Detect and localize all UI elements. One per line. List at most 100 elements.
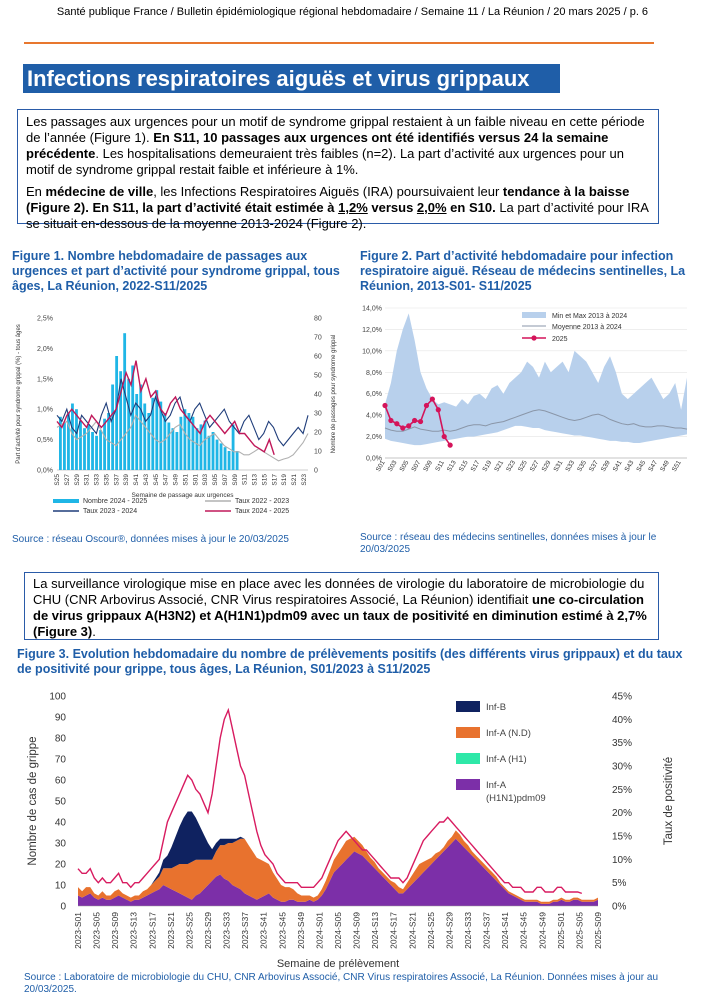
y-axis-title: Nombre de cas de grippe [27, 736, 39, 865]
x-tick-label: 2024-S09 [352, 912, 362, 949]
x-tick-label: S49 [173, 474, 180, 486]
virology-box: La surveillance virologique mise en plac… [24, 572, 659, 640]
bar [151, 397, 155, 470]
x-tick-label: S13 [446, 459, 458, 473]
bar [67, 413, 70, 470]
bar [199, 424, 203, 470]
x-tick-label: S39 [123, 474, 130, 486]
legend-label: Min et Max 2013 à 2024 [552, 313, 627, 320]
y2-tick-label: 80 [314, 316, 322, 323]
legend-swatch [53, 499, 79, 503]
bar [227, 451, 231, 470]
x-tick-label: 2024-S33 [463, 912, 473, 949]
x-tick-label: S09 [232, 474, 239, 486]
y-tick-label: 2,0% [37, 346, 53, 353]
x-tick-label: S19 [281, 474, 288, 486]
bar [155, 390, 159, 470]
legend-label: Taux 2022 - 2023 [235, 498, 289, 505]
data-point [406, 423, 412, 429]
data-point [417, 418, 424, 425]
figure1-source: Source : réseau Oscour®, données mises à… [12, 534, 289, 545]
text-run: médecine de ville [45, 184, 154, 199]
figure2-chart: 0,0%2,0%4,0%6,0%8,0%10,0%12,0%14,0%S01 S0… [362, 306, 688, 473]
x-tick-label: 2023-S29 [203, 912, 213, 949]
y2-tick-label: 0% [612, 902, 627, 913]
x-tick-label: S51 [671, 459, 683, 473]
figure3-chart: 0 10 20 30 40 50 60 70 80 90 100 0% 5% 10% 15% 20% 25% 30… [27, 692, 675, 971]
x-tick-label: S05 [399, 459, 411, 473]
x-tick-label: 2023-S09 [110, 912, 120, 949]
y-tick-label: 60 [55, 776, 67, 787]
legend-label: Taux 2024 - 2025 [235, 508, 289, 515]
y-tick-label: 40 [55, 818, 67, 829]
x-tick-label: S29 [541, 459, 553, 473]
text-run: . [92, 624, 96, 639]
bar [119, 371, 123, 470]
y2-tick-label: 45% [612, 692, 632, 703]
y-tick-label: 0,0% [37, 468, 53, 475]
y-tick-label: 1,0% [37, 407, 53, 414]
data-point [435, 407, 441, 413]
bar [87, 424, 90, 470]
x-axis-title: Semaine de passage aux urgences [132, 492, 235, 499]
x-tick-label: 2023-S45 [277, 912, 287, 949]
text-run: , les Infections Respiratoires Aiguës (I… [153, 184, 503, 199]
y2-tick-label: 20 [314, 430, 322, 437]
x-tick-label: S19 [481, 459, 493, 473]
bar [231, 424, 235, 470]
x-tick-label: 2024-S49 [537, 912, 547, 949]
y2-tick-label: 10% [612, 855, 632, 866]
figure3-source: Source : Laboratoire de microbiologie du… [24, 972, 658, 995]
y2-tick-label: 15% [612, 832, 632, 843]
y-tick-label: 0,5% [37, 437, 53, 444]
x-tick-label: S41 [612, 459, 624, 473]
y-tick-label: 100 [49, 692, 66, 703]
header-rule [24, 42, 654, 44]
figure1-title: Figure 1. Nombre hebdomadaire de passage… [12, 249, 340, 293]
x-tick-label: 2023-S25 [184, 912, 194, 949]
y2-tick-label: 50 [314, 373, 322, 380]
series-line [56, 414, 309, 462]
bar [187, 413, 191, 470]
bar [63, 422, 66, 470]
y-tick-label: 0,0% [366, 456, 382, 463]
bar [219, 443, 223, 470]
y2-tick-label: 0 [314, 468, 318, 475]
bar [99, 430, 102, 470]
x-tick-label: S11 [242, 474, 249, 485]
bar [207, 435, 211, 470]
figure2-source: Source : réseau des médecins sentinelles… [360, 532, 657, 555]
x-tick-label: S43 [624, 459, 636, 473]
bar [143, 403, 147, 470]
y-tick-label: 90 [55, 713, 67, 724]
y2-axis-title: Taux de positivité [663, 757, 675, 845]
figure2-title: Figure 2. Part d’activité hebdomadaire p… [360, 249, 686, 293]
x-tick-label: 2024-S37 [482, 912, 492, 949]
data-point [429, 396, 435, 402]
legend-label: Inf-B [486, 702, 506, 713]
y-tick-label: 20 [55, 860, 67, 871]
x-tick-label: S21 [493, 459, 505, 473]
section-title: Infections respiratoires aiguës et virus… [23, 64, 560, 93]
x-tick-label: S27 [529, 459, 541, 473]
y-tick-label: 30 [55, 839, 67, 850]
x-tick-label: S37 [588, 459, 600, 473]
x-tick-label: S21 [291, 474, 298, 486]
x-tick-label: S13 [252, 474, 259, 486]
y-tick-label: 4,0% [366, 413, 382, 420]
data-point [388, 417, 394, 424]
bar [159, 401, 163, 470]
x-tick-label: S23 [301, 474, 308, 486]
x-tick-label: S29 [74, 474, 81, 486]
x-tick-label: 2025-S09 [593, 912, 603, 949]
x-tick-label: S03 [202, 474, 209, 486]
bar [223, 447, 227, 470]
text-run: La surveillance virologique mise en plac… [33, 576, 645, 607]
bar [59, 416, 62, 470]
text-run: Les passages aux urgences pour un motif … [26, 114, 645, 145]
x-tick-label: S47 [647, 459, 659, 473]
x-tick-label: S11 [434, 459, 446, 472]
data-point [447, 442, 453, 448]
bar [171, 428, 175, 470]
data-point [441, 433, 447, 440]
